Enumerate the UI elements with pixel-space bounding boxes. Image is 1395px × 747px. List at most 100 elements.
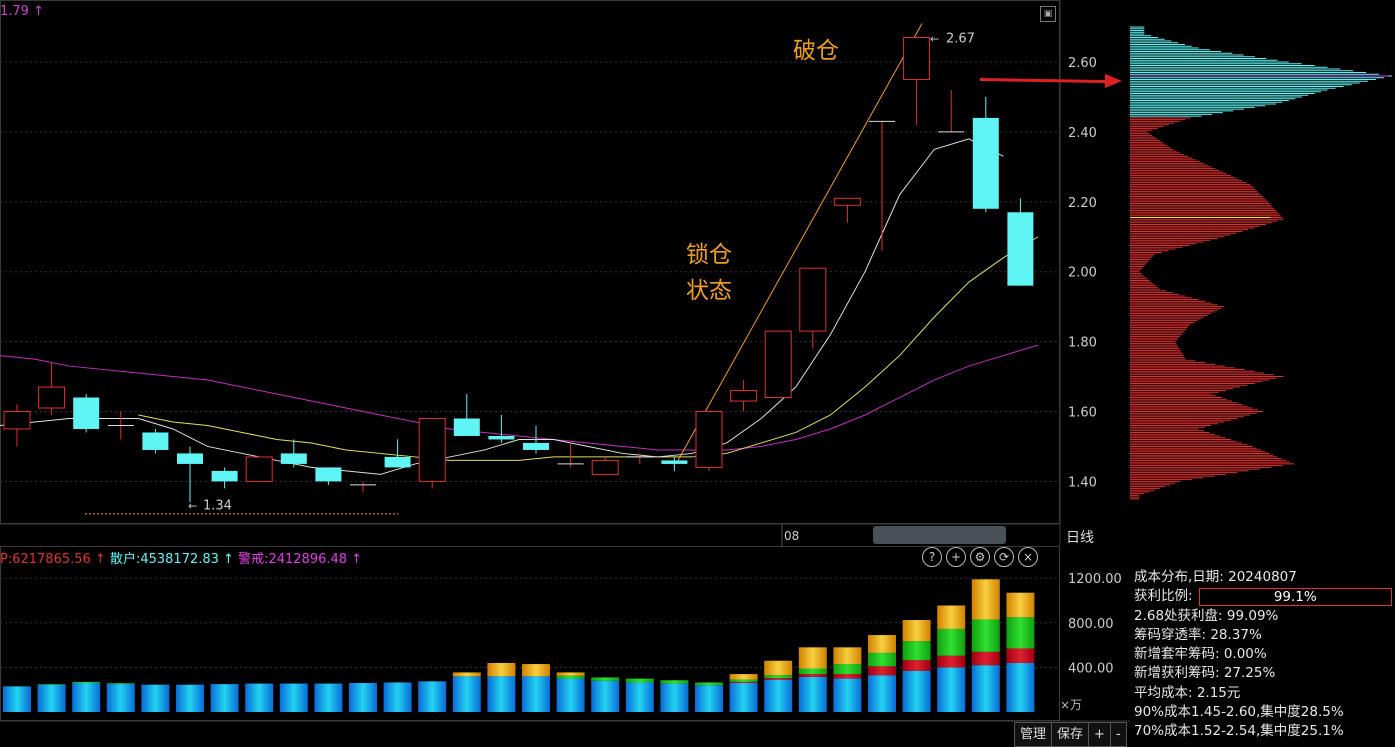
plus-button[interactable]: + [1088, 722, 1111, 747]
help-icon[interactable]: ? [922, 547, 942, 567]
volume-bar [383, 682, 412, 712]
volume-tick-label: 800.00 [1068, 617, 1114, 632]
candle [695, 411, 723, 471]
volume-segment-0 [591, 680, 620, 712]
volume-segment-0 [37, 684, 66, 712]
gear-icon[interactable]: ⚙ [970, 547, 990, 567]
candle [107, 411, 134, 440]
chip-distribution-chart [1130, 26, 1392, 500]
info-line: 新增获利筹码: 27.25% [1134, 665, 1276, 682]
volume-segment-0 [3, 686, 31, 712]
volume-segment-2 [37, 684, 66, 685]
refresh-icon[interactable]: ⟳ [994, 547, 1014, 567]
volume-segment-0 [452, 676, 481, 712]
volume-segment-0 [660, 683, 689, 712]
minus-button[interactable]: - [1109, 722, 1127, 747]
volume-segment-0 [245, 683, 274, 712]
candle [591, 456, 619, 475]
lock-annotation-line1: 锁仓 [686, 242, 732, 268]
volume-bar [452, 672, 481, 712]
y-tick-label: 2.40 [1068, 126, 1097, 141]
volume-segment-0 [695, 685, 723, 712]
candle [38, 362, 66, 415]
candle-body [591, 459, 619, 475]
volume-segment-3 [937, 605, 966, 629]
volume-segment-2 [591, 677, 620, 681]
volume-segment-0 [556, 678, 585, 712]
zoom-in-icon[interactable]: + [946, 547, 966, 567]
candle-body [280, 453, 307, 464]
volume-segment-0 [106, 684, 135, 712]
candle-body [903, 37, 931, 80]
candle-body [384, 456, 411, 468]
candle-body [661, 460, 688, 464]
top-value-label: 1.79 ↑ [0, 4, 44, 19]
volume-segment-3 [764, 660, 793, 676]
volume-bar [106, 683, 135, 712]
volume-segment-0 [176, 684, 204, 712]
candle [626, 453, 653, 464]
manage-button[interactable]: 管理 [1014, 722, 1053, 747]
volume-bar [72, 681, 101, 712]
break-annotation: 破仓 [793, 38, 839, 64]
volume-segment-1 [833, 674, 862, 679]
volume-bar [764, 660, 793, 712]
candle [661, 456, 688, 471]
info-title: 成本分布,日期: 20240807 [1134, 569, 1297, 585]
ma5-line [0, 138, 1004, 475]
volume-segment-2 [971, 619, 1000, 652]
info-line: 新增套牢筹码: 0.00% [1134, 646, 1267, 663]
volume-segment-1 [729, 681, 758, 684]
volume-toolbar: ? + ⚙ ⟳ × [922, 547, 1038, 567]
volume-segment-2 [937, 628, 966, 656]
legend-retail: 散户:4538172.83 ↑ [109, 552, 234, 567]
volume-segment-1 [971, 651, 1000, 666]
candle [523, 425, 549, 454]
close-icon[interactable]: × [1018, 547, 1038, 567]
volume-segment-0 [72, 683, 101, 712]
volume-bar [176, 684, 204, 712]
volume-segment-3 [452, 672, 481, 677]
volume-bar [279, 683, 308, 712]
save-button[interactable]: 保存 [1051, 722, 1090, 747]
candle-body [695, 411, 723, 468]
info-line: 2.68处获利盘: 99.09% [1134, 607, 1279, 624]
y-tick-label: 1.80 [1068, 336, 1097, 351]
ma10-line [138, 236, 1039, 461]
volume-segment-0 [798, 676, 827, 712]
volume-segment-2 [556, 675, 585, 679]
period-label[interactable]: 日线 [1066, 530, 1094, 546]
volume-segment-0 [729, 683, 758, 712]
candle [142, 428, 169, 454]
volume-segment-2 [625, 678, 654, 683]
lock-annotation-line2: 状态 [686, 278, 732, 304]
info-line: 70%成本1.52-2.54,集中度25.1% [1134, 723, 1344, 740]
candle [833, 197, 861, 223]
volume-unit-label: ×万 [1060, 698, 1082, 712]
volume-bar [660, 680, 689, 712]
low-arrow-icon: ← [188, 499, 197, 512]
candlestick-chart: 2.60 2.40 2.20 2.00 1.80 1.60 1.40 1.34 ← 2.67 ← 破仓… [0, 0, 1122, 546]
candle-body [833, 197, 861, 206]
volume-bar [971, 579, 1000, 712]
volume-bar [729, 674, 758, 712]
candle [799, 267, 827, 349]
y-tick-label: 1.40 [1068, 475, 1097, 490]
volume-segment-3 [522, 664, 550, 677]
volume-bar [418, 681, 447, 712]
volume-bar [487, 662, 516, 712]
volume-bar [625, 678, 654, 712]
expand-icon[interactable]: ▣ [1040, 6, 1056, 22]
low-price-label: 1.34 [203, 498, 232, 513]
volume-bar [591, 677, 620, 712]
legend-alert: 警戒:2412896.48 ↑ [238, 552, 363, 567]
volume-segment-0 [349, 683, 377, 712]
volume-segment-0 [868, 675, 896, 712]
candle [869, 120, 895, 251]
volume-segment-2 [695, 682, 723, 686]
candle [453, 394, 480, 436]
candle [488, 414, 515, 443]
profit-ratio-value: 99.1% [1198, 587, 1392, 606]
candle [418, 417, 446, 489]
volume-segment-2 [868, 652, 896, 667]
